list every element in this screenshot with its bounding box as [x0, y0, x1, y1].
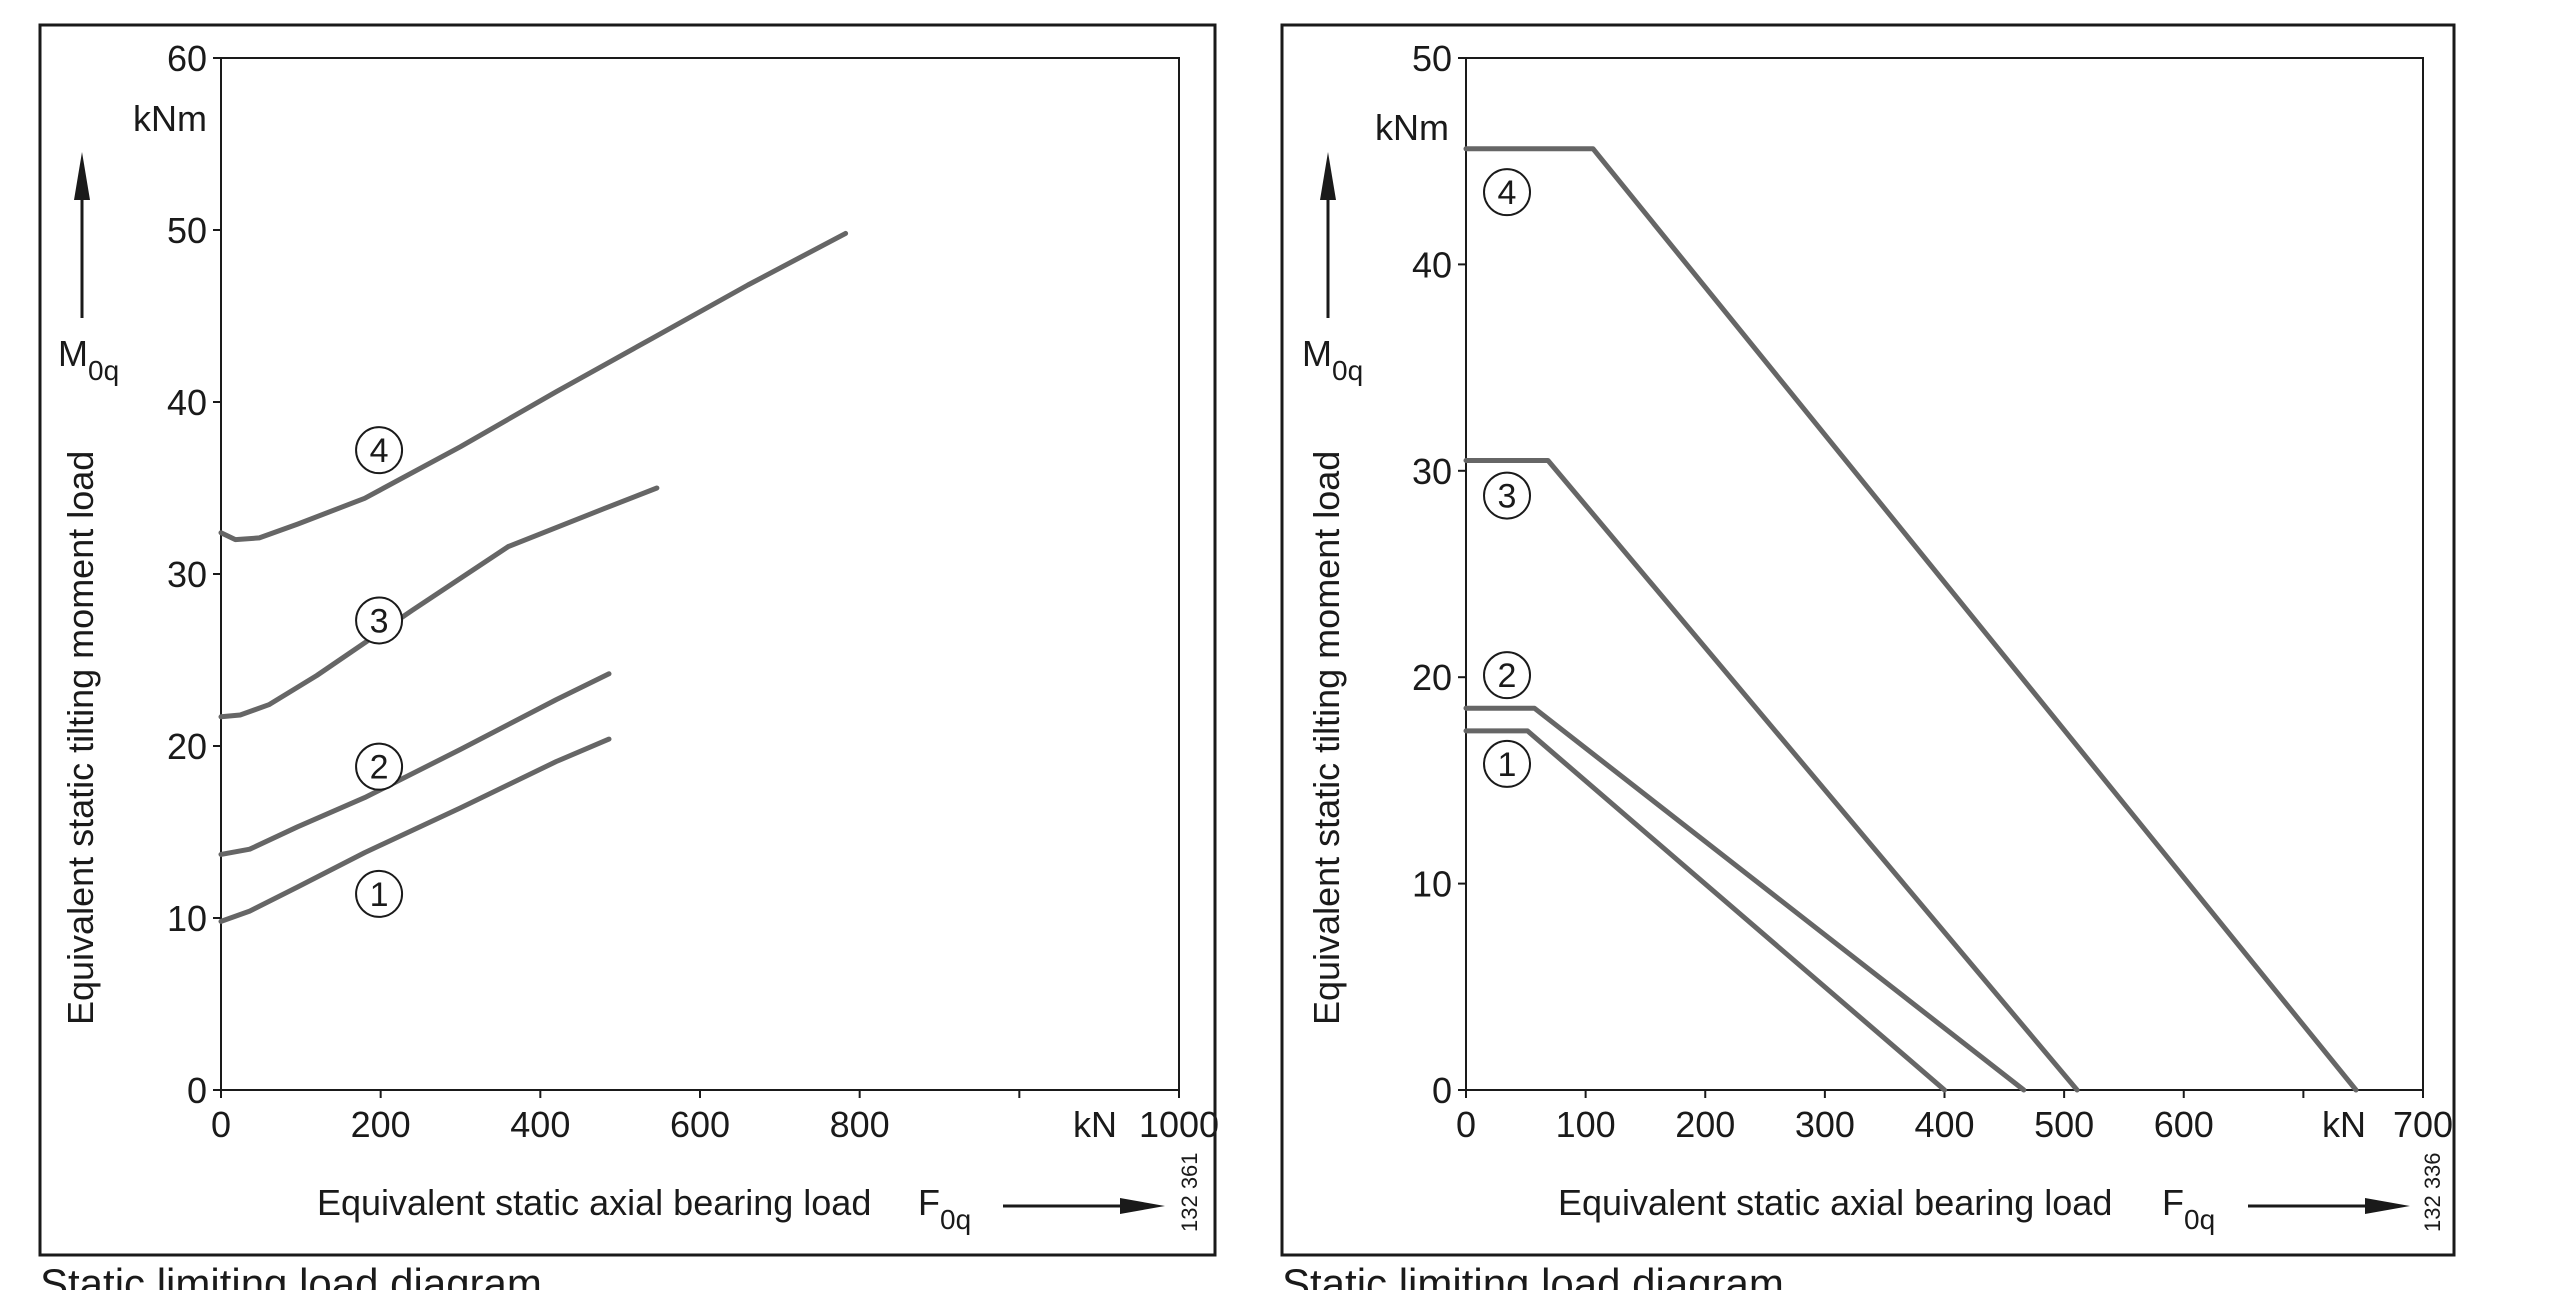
chart-left-x-tick-label: 200	[351, 1104, 411, 1145]
chart-left-y-tick-label: 0	[187, 1070, 207, 1111]
chart-right-ref-number: 132 336	[2420, 1152, 2445, 1232]
chart-left-x-unit: kN	[1073, 1104, 1117, 1145]
chart-right-curve-label-text: 1	[1498, 746, 1517, 784]
chart-right-y-tick-label: 40	[1412, 244, 1452, 285]
chart-right-curve-label-circle	[1483, 168, 1532, 217]
chart-right-curve-label-circle	[1483, 471, 1532, 520]
chart-right-curve-label-circle	[1483, 651, 1532, 700]
chart-right-y-tick-label: 10	[1412, 864, 1452, 905]
chart-left-curve-label-3: 3	[355, 596, 404, 645]
chart-right: 0 100 200 300 400 500 600 700 0 10 20 30 40 50 4 3 2 1 k…	[1280, 23, 2456, 1290]
chart-left-y-unit: kNm	[133, 98, 207, 139]
chart-right-x-tick-label: 300	[1795, 1104, 1855, 1145]
chart-left-y-tick-label: 50	[167, 210, 207, 251]
chart-left-curve-label-circle	[355, 426, 404, 475]
chart-right-x-tick-label: 500	[2034, 1104, 2094, 1145]
chart-right-x-tick-label: 0	[1456, 1104, 1476, 1145]
chart-left-x-label: Equivalent static axial bearing load	[317, 1182, 871, 1223]
chart-left-y-symbol-sub: 0q	[88, 355, 119, 386]
chart-right-x-label: Equivalent static axial bearing load	[1558, 1182, 2112, 1223]
chart-right-curve-1	[1463, 728, 1947, 1093]
chart-right-ticks: 0 100 200 300 400 500 600 700 0 10 20 30 40 50	[1412, 38, 2453, 1145]
chart-left-x-tick-label: 600	[670, 1104, 730, 1145]
chart-left-curve-1	[218, 736, 612, 924]
chart-right-y-tick-label: 0	[1432, 1070, 1452, 1111]
chart-left-y-symbol-main: M	[58, 333, 88, 374]
chart-right-caption: Static limiting load diagram	[1282, 1260, 1784, 1290]
chart-left-y-tick-label: 40	[167, 382, 207, 423]
chart-right-y-tick-label: 30	[1412, 451, 1452, 492]
chart-right-curve-label-1: 1	[1483, 739, 1532, 788]
chart-left-curve-3	[218, 485, 660, 720]
chart-right-curves	[1463, 146, 2359, 1093]
chart-right-y-unit: kNm	[1375, 107, 1449, 148]
chart-right-x-tick-label: 600	[2154, 1104, 2214, 1145]
chart-right-curve-label-2: 2	[1483, 651, 1532, 700]
chart-right-curve-4	[1463, 146, 2359, 1093]
chart-right-y-symbol: M0q	[1302, 333, 1363, 386]
chart-right-curve-label-text: 3	[1498, 478, 1517, 516]
chart-right-x-tick-label: 100	[1556, 1104, 1616, 1145]
chart-left-x-symbol: F0q	[918, 1182, 971, 1235]
chart-left-curves	[218, 230, 849, 924]
chart-left-frame	[38, 23, 1217, 1257]
chart-right-y-tick-label: 50	[1412, 38, 1452, 79]
chart-right-y-tick-label: 20	[1412, 657, 1452, 698]
chart-right-curve-3	[1463, 458, 2080, 1093]
chart-left-y-label: Equivalent static tilting moment load	[60, 451, 101, 1025]
chart-right-x-symbol-sub: 0q	[2184, 1204, 2215, 1235]
chart-right-curve-label-4: 4	[1483, 168, 1532, 217]
chart-left-ref-number: 132 361	[1177, 1152, 1202, 1232]
chart-left-curve-label-circle	[355, 596, 404, 645]
chart-right-x-tick-label: 700	[2393, 1104, 2453, 1145]
chart-right-y-symbol-main: M	[1302, 333, 1332, 374]
chart-right-x-unit: kN	[2322, 1104, 2366, 1145]
chart-left-x-symbol-sub: 0q	[940, 1204, 971, 1235]
chart-right-frame	[1280, 23, 2456, 1257]
chart-left-curve-label-text: 3	[370, 602, 389, 640]
chart-right-x-tick-label: 400	[1914, 1104, 1974, 1145]
chart-right-x-symbol: F0q	[2162, 1182, 2215, 1235]
chart-right-x-arrowhead	[2365, 1198, 2410, 1214]
chart-right-curve-2	[1463, 705, 2027, 1093]
chart-right-y-label: Equivalent static tilting moment load	[1306, 451, 1347, 1025]
chart-left-curve-label-1: 1	[355, 869, 404, 918]
chart-left-x-tick-label: 800	[830, 1104, 890, 1145]
chart-right-x-symbol-main: F	[2162, 1182, 2184, 1223]
chart-left-x-tick-label: 1000	[1139, 1104, 1219, 1145]
chart-left-x-tick-label: 400	[510, 1104, 570, 1145]
chart-right-curve-label-text: 4	[1498, 174, 1517, 212]
chart-right-y-symbol-sub: 0q	[1332, 355, 1363, 386]
chart-right-curve-label-text: 2	[1498, 657, 1517, 695]
chart-right-curve-label-circle	[1483, 739, 1532, 788]
chart-right-x-tick-label: 200	[1675, 1104, 1735, 1145]
chart-left-curve-label-text: 2	[370, 749, 389, 787]
chart-left-y-tick-label: 60	[167, 38, 207, 79]
chart-right-y-arrowhead	[1320, 152, 1336, 200]
chart-left-curve-label-circle	[355, 742, 404, 791]
chart-left-caption: Static limiting load diagram	[40, 1260, 542, 1290]
chart-left-x-arrowhead	[1120, 1198, 1165, 1214]
chart-left-y-arrowhead	[74, 152, 90, 200]
chart-left-ticks: 0 200 400 600 800 1000 0 10 20 30 40 50 60	[167, 38, 1219, 1145]
chart-left-y-tick-label: 10	[167, 898, 207, 939]
chart-left-curve-label-2: 2	[355, 742, 404, 791]
chart-left-x-tick-label: 0	[211, 1104, 231, 1145]
chart-left-curve-labels: 4 3 2 1	[355, 426, 404, 918]
chart-right-curve-labels: 4 3 2 1	[1483, 168, 1532, 788]
chart-left-y-tick-label: 30	[167, 554, 207, 595]
chart-left-y-tick-label: 20	[167, 726, 207, 767]
chart-left-curve-2	[218, 671, 612, 857]
chart-left-curve-4	[218, 230, 849, 543]
chart-left-x-symbol-main: F	[918, 1182, 940, 1223]
chart-left-plot-area	[220, 57, 1180, 1091]
chart-left-curve-label-text: 1	[370, 876, 389, 914]
chart-left-curve-label-circle	[355, 869, 404, 918]
chart-left-curve-label-4: 4	[355, 426, 404, 475]
chart-left-y-symbol: M0q	[58, 333, 119, 386]
chart-right-curve-label-3: 3	[1483, 471, 1532, 520]
chart-left-curve-label-text: 4	[370, 432, 389, 470]
